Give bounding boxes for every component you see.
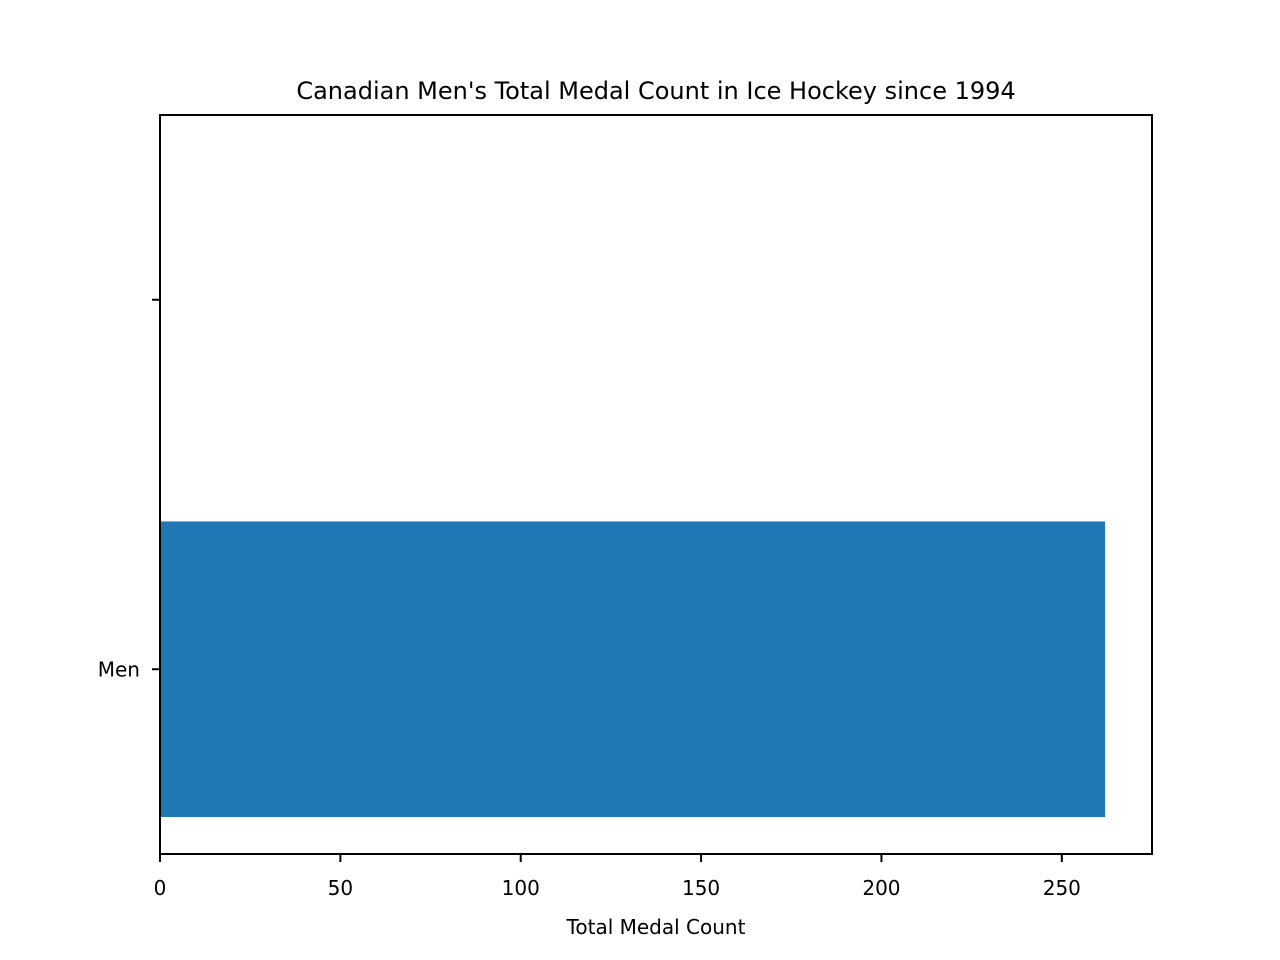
x-tick-label: 50	[328, 876, 353, 900]
y-axis-ticks: Men	[98, 298, 160, 681]
plot-area-frame	[159, 114, 1153, 855]
x-tick-label: 100	[502, 876, 540, 900]
bars-group	[160, 521, 1106, 818]
x-tick-label: 150	[682, 876, 720, 900]
x-axis-ticks: 0 50 100 150 200 250	[154, 854, 1081, 900]
x-axis-label: Total Medal Count	[566, 915, 746, 939]
bar-men	[160, 521, 1106, 818]
x-tick-label: 200	[862, 876, 900, 900]
chart-title: Canadian Men's Total Medal Count in Ice …	[296, 77, 1015, 105]
x-tick-label: 0	[154, 876, 167, 900]
x-tick-label: 250	[1043, 876, 1081, 900]
y-tick-label: Men	[98, 657, 140, 681]
